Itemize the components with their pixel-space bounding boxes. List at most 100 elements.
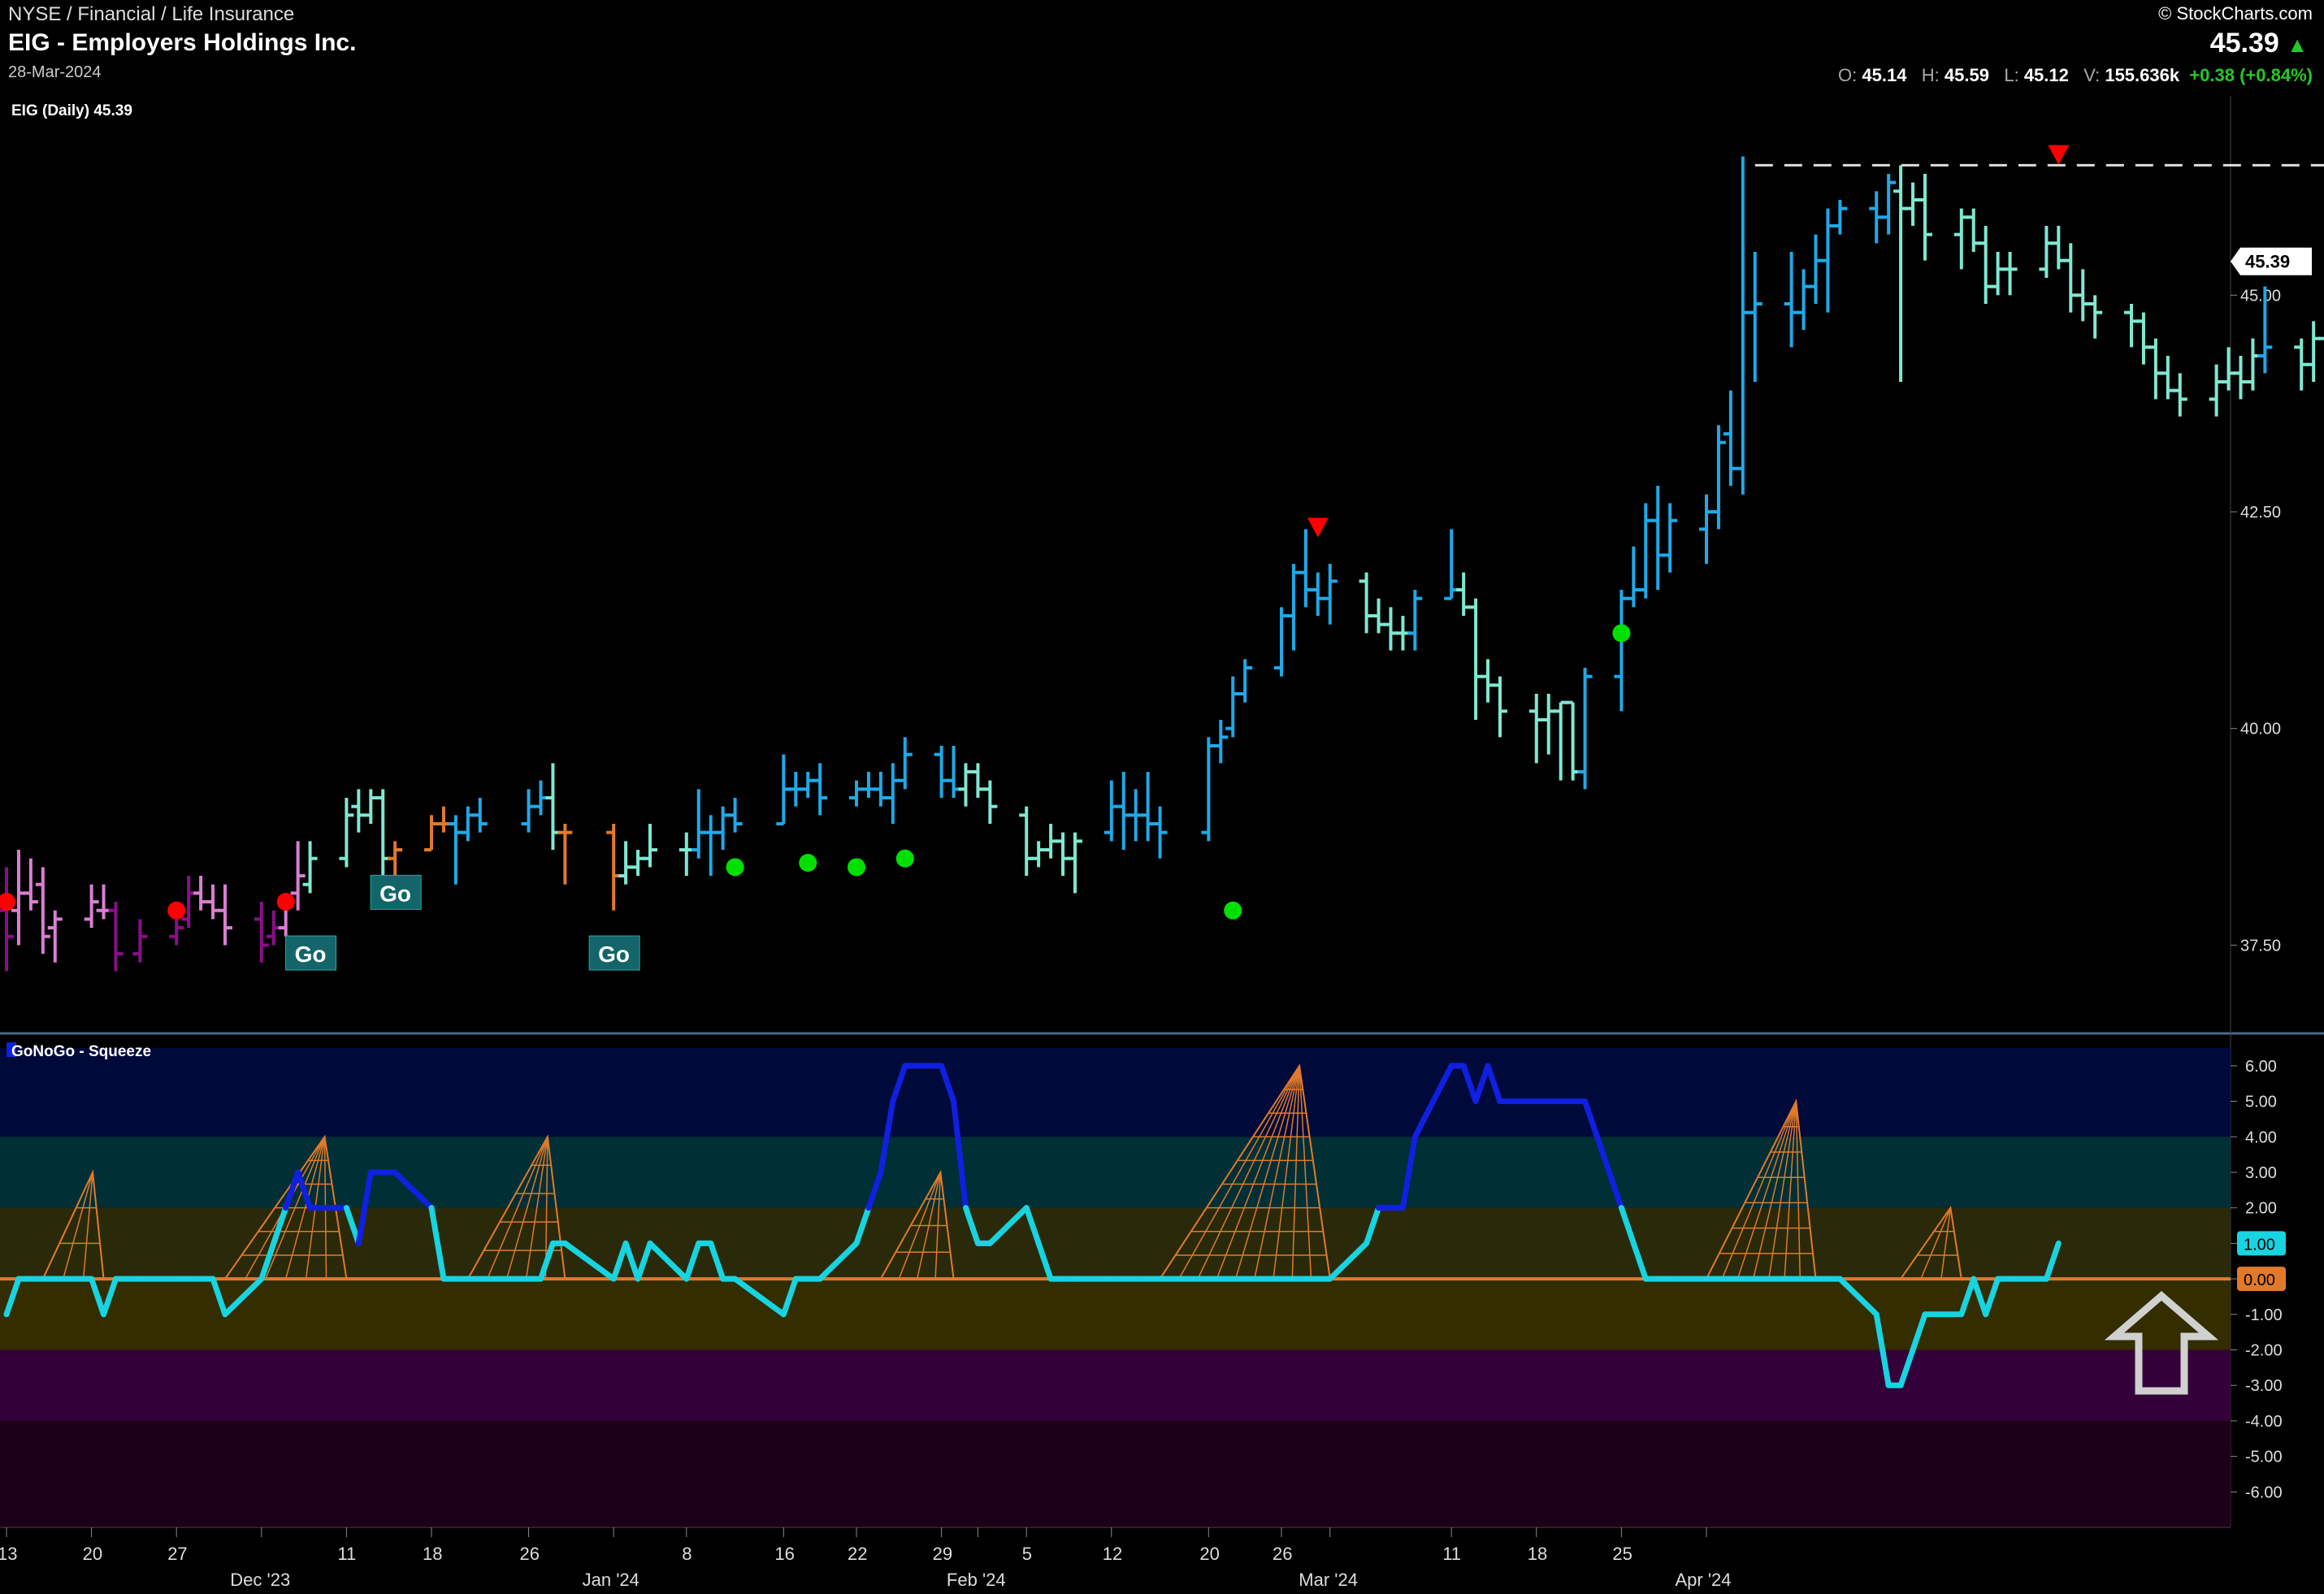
ohlc-bar	[2088, 295, 2103, 339]
ohlc-bar	[1238, 659, 1253, 703]
osc-y-tick-label: 4.00	[2245, 1128, 2277, 1146]
osc-line-segment	[732, 1276, 787, 1318]
squeeze-cone	[466, 1134, 566, 1280]
osc-line-segment	[1958, 1276, 1977, 1318]
ohlc-bar	[982, 780, 998, 824]
last-price: 45.39 ▲	[2210, 28, 2308, 59]
osc-line-segment	[1411, 1063, 1455, 1140]
low-value: 45.12	[2023, 65, 2069, 85]
x-axis-tick-label: 18	[1528, 1544, 1547, 1564]
up-arrow-icon: ▲	[2287, 32, 2308, 57]
osc-line-segment	[428, 1205, 447, 1282]
price-tag-label: 45.39	[2245, 252, 2290, 272]
osc-zone-band	[0, 1349, 2231, 1421]
squeeze-cone	[880, 1169, 955, 1280]
osc-line-segment	[343, 1205, 362, 1246]
squeeze-rib	[1721, 1101, 1797, 1280]
x-axis-tick-label: 16	[774, 1544, 794, 1564]
ohlc-bar	[47, 910, 63, 963]
osc-line-segment	[853, 1205, 872, 1246]
osc-line-segment	[537, 1240, 556, 1282]
osc-line-segment	[1618, 1205, 1637, 1246]
signal-dot	[167, 901, 186, 920]
high-label: H:	[1921, 65, 1940, 85]
ohlc-bar	[108, 902, 124, 972]
osc-line-segment	[878, 1098, 896, 1176]
ohlc-bar	[1322, 564, 1338, 625]
osc-line-segment	[986, 1205, 1030, 1246]
squeeze-rib	[1299, 1065, 1312, 1280]
squeeze-rib	[1216, 1065, 1300, 1280]
squeeze-cone	[1706, 1098, 1817, 1280]
squeeze-cone	[1159, 1063, 1331, 1280]
squeeze-cone	[1900, 1206, 1962, 1280]
osc-line-segment	[962, 1205, 981, 1246]
price-y-tick-label: 42.50	[2240, 504, 2281, 522]
osc-line-segment	[1023, 1205, 1042, 1246]
signal-dot	[0, 893, 15, 911]
go-label-text: Go	[598, 942, 630, 967]
osc-line-segment	[3, 1276, 22, 1318]
osc-line-segment	[392, 1169, 435, 1211]
x-axis-tick-label: 8	[682, 1544, 692, 1564]
squeeze-rib	[934, 1172, 942, 1280]
squeeze-rib	[1768, 1101, 1797, 1280]
x-axis-tick-label: Feb '24	[947, 1570, 1006, 1590]
osc-zone-band	[0, 1048, 2231, 1137]
go-label-box	[285, 935, 337, 971]
brand-logo[interactable]: © StockCharts.com	[2158, 3, 2313, 24]
ohlc-bar	[1747, 252, 1763, 382]
ohlc-bar	[813, 763, 828, 816]
ohlc-bar	[302, 841, 318, 894]
ohlc-bar	[2002, 252, 2018, 296]
squeeze-rib	[1736, 1101, 1797, 1280]
open-label: O:	[1838, 65, 1858, 85]
squeeze-rib	[487, 1136, 548, 1280]
osc-line-segment	[2043, 1240, 2062, 1282]
squeeze-outline	[1900, 1206, 1962, 1280]
price-y-tick-label: 40.00	[2240, 721, 2281, 739]
ohlc-bar	[1067, 832, 1082, 894]
ohlc-bar	[35, 867, 50, 954]
osc-line-segment	[1035, 1240, 1054, 1282]
signal-dot	[726, 858, 744, 877]
x-axis-tick-label: Dec '23	[230, 1570, 290, 1590]
osc-line-segment	[355, 1169, 374, 1246]
osc-line-segment	[622, 1240, 641, 1282]
osc-line-segment	[647, 1240, 690, 1282]
osc-panel-label: GoNoGo - Squeeze	[11, 1043, 151, 1060]
osc-y-tick-label: -1.00	[2245, 1306, 2283, 1324]
x-axis-tick-label: 26	[520, 1544, 540, 1564]
squeeze-rib	[1178, 1065, 1300, 1280]
ohlc-bar	[1213, 720, 1229, 764]
ohlc-bar	[642, 824, 657, 868]
squeeze-outline	[1706, 1098, 1817, 1280]
chart-title: EIG - Employers Holdings Inc.	[8, 29, 357, 56]
osc-line-segment	[283, 1169, 301, 1211]
countertrend-triangle	[2048, 145, 2070, 165]
osc-line-segment	[1630, 1240, 1649, 1282]
x-axis-tick-label: Mar '24	[1299, 1570, 1358, 1590]
price-y-tick-label: 37.50	[2240, 937, 2281, 955]
osc-line-segment	[271, 1205, 289, 1246]
annotation-up-arrow-icon	[2104, 1291, 2219, 1395]
squeeze-rib	[1920, 1207, 1952, 1280]
squeeze-rib	[1291, 1065, 1300, 1280]
osc-value-tag-label: 1.00	[2244, 1236, 2275, 1254]
ohlc-bar	[1492, 676, 1507, 738]
signal-dot	[895, 849, 914, 868]
chart-date: 28-Mar-2024	[8, 63, 102, 81]
osc-line-segment	[561, 1240, 617, 1282]
osc-line-segment	[89, 1276, 107, 1318]
squeeze-rib	[916, 1172, 942, 1280]
osc-line-segment	[1983, 1276, 2001, 1318]
price-panel-label: EIG (Daily) 45.39	[11, 102, 132, 119]
x-axis-tick-label: 11	[1442, 1544, 1461, 1564]
ohlc-bar	[2257, 286, 2273, 374]
squeeze-outline	[224, 1134, 348, 1280]
x-axis-tick-label: Jan '24	[583, 1570, 640, 1590]
osc-zone-band	[0, 1279, 2231, 1350]
x-axis-tick-label: 13	[0, 1544, 17, 1564]
x-axis-tick-label: 11	[337, 1544, 356, 1564]
